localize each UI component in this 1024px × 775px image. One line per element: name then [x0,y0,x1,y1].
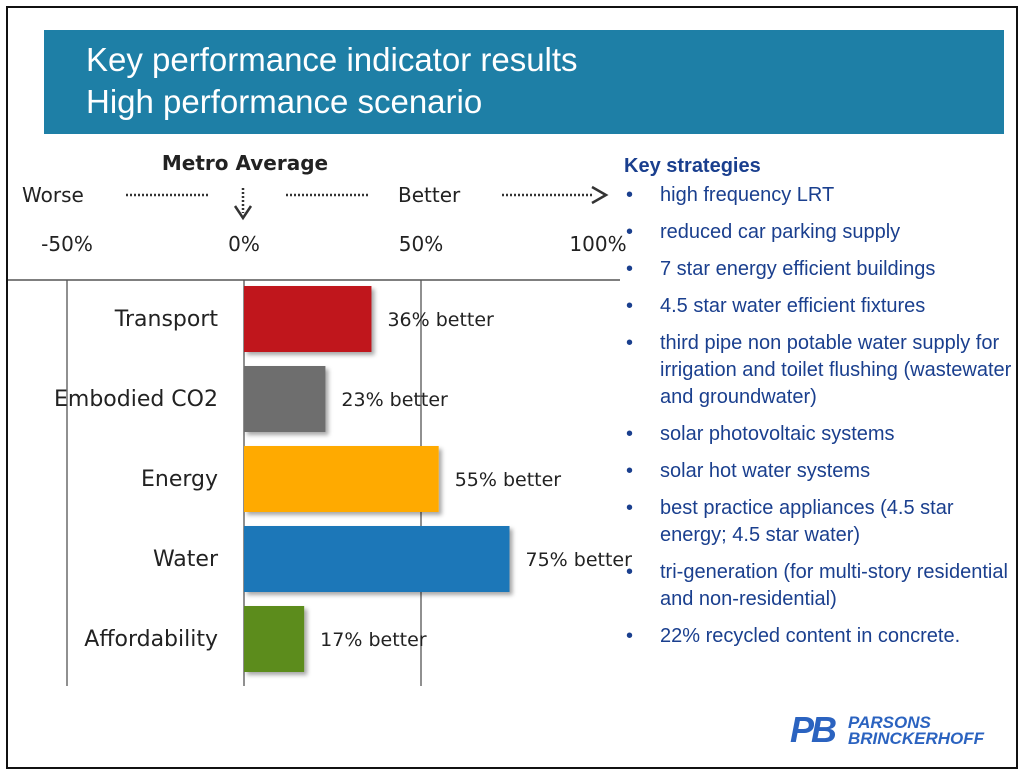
tick-labels: -50% 0% 50% 100% [41,232,626,256]
value-label: 75% better [526,549,633,571]
category-label: Affordability [84,627,218,652]
logo-name-line-2: BRINCKERHOFF [848,729,984,748]
strategy-item: solar photovoltaic systems [622,421,1016,448]
logo-name-line-1: PARSONS [848,713,931,732]
tick-label: 100% [569,232,626,256]
strategy-item: 7 star energy efficient buildings [622,256,1016,283]
tick-label: -50% [41,232,93,256]
value-label: 55% better [455,469,562,491]
bar [244,606,305,672]
better-arrow-head [591,185,609,205]
parsons-brinckerhoff-logo: PB PARSONS BRINCKERHOFF [790,710,1010,754]
slide-frame: Key performance indicator results High p… [6,6,1018,769]
pb-logo-mark: PB [790,709,837,750]
better-label: Better [398,183,461,207]
strategy-item: 22% recycled content in concrete. [622,623,1016,650]
worse-label: Worse [22,183,84,207]
strategy-item: 4.5 star water efficient fixtures [622,293,1016,320]
strategy-item: best practice appliances (4.5 star energ… [622,495,1016,549]
bar [244,366,326,432]
category-label: Transport [114,307,219,332]
title-line-1: Key performance indicator results [86,41,578,78]
strategy-item: reduced car parking supply [622,219,1016,246]
bar [244,526,510,592]
value-label: 23% better [341,389,448,411]
value-label: 17% better [320,629,427,651]
tick-label: 50% [399,232,443,256]
title-banner: Key performance indicator results High p… [44,30,1004,134]
key-strategies-panel: Key strategies high frequency LRT reduced… [622,154,1016,660]
key-strategies-heading: Key strategies [624,155,761,177]
strategy-item: solar hot water systems [622,458,1016,485]
strategy-item: high frequency LRT [622,182,1016,209]
metro-down-arrow-head [233,205,253,221]
kpi-bar-chart: Metro Average Worse Better -50% 0% 50% 100%… [8,151,632,686]
category-label: Water [153,547,219,572]
metro-average-label: Metro Average [162,151,328,175]
bar [244,446,439,512]
value-label: 36% better [387,309,494,331]
title-line-2: High performance scenario [86,83,483,120]
tick-label: 0% [228,232,260,256]
strategy-item: tri-generation (for multi-story resident… [622,559,1016,613]
strategy-item: third pipe non potable water supply for … [622,330,1016,411]
category-label: Energy [141,467,218,492]
bars: Transport 36% better Embodied CO2 23% bette… [54,286,632,672]
bar [244,286,372,352]
strategy-list: high frequency LRT reduced car parking su… [622,182,1016,650]
category-label: Embodied CO2 [54,387,218,412]
